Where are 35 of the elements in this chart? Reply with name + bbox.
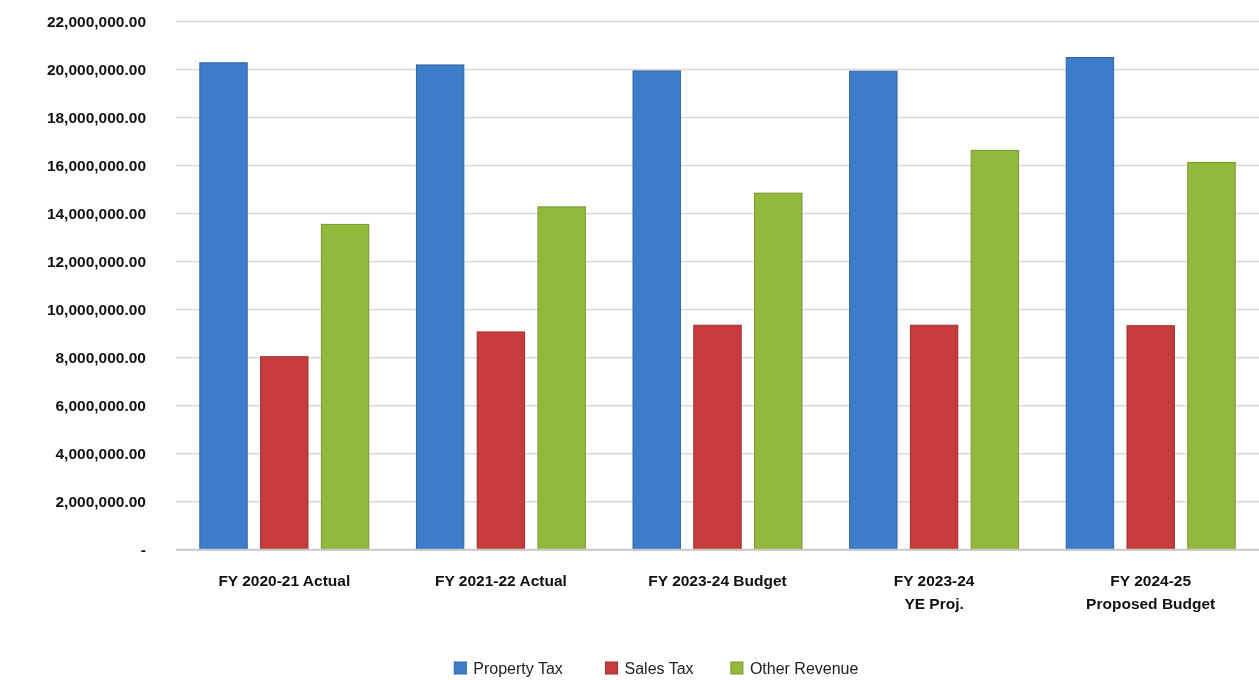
x-tick-label: FY 2023-24 YE Proj.: [893, 572, 975, 612]
legend-label: Property Tax: [473, 659, 563, 677]
y-tick-label: 4,000,000.00: [55, 445, 146, 463]
y-tick-label: 12,000,000.00: [46, 253, 146, 271]
bar: [1065, 57, 1115, 551]
y-tick-label: 8,000,000.00: [55, 349, 146, 367]
bar: [970, 149, 1020, 551]
bar: [632, 70, 681, 551]
y-tick-label: 2,000,000.00: [55, 493, 146, 511]
x-tick-label: FY 2021-22 Actual: [434, 572, 567, 590]
x-tick-label: FY 2020-21 Actual: [218, 572, 351, 590]
y-tick-label: 10,000,000.00: [46, 301, 146, 319]
bar: [1187, 161, 1236, 551]
y-tick-label: -: [140, 541, 146, 559]
y-tick-label: 6,000,000.00: [55, 397, 146, 415]
bar: [415, 64, 465, 551]
legend-label: Sales Tax: [624, 659, 694, 677]
y-tick-label: 16,000,000.00: [46, 156, 146, 174]
bar: [260, 356, 309, 551]
x-tick-label: FY 2023-24 Budget: [648, 572, 787, 590]
y-tick-label: 18,000,000.00: [46, 108, 146, 126]
y-tick-label: 22,000,000.00: [46, 12, 146, 30]
x-tick-label: FY 2024-25 Proposed Budget: [1086, 572, 1216, 612]
y-tick-label: 14,000,000.00: [46, 205, 146, 222]
bar: [754, 192, 803, 551]
bar: [693, 324, 742, 551]
bar: [320, 223, 370, 551]
bar: [537, 206, 586, 551]
bar: [476, 331, 526, 551]
bar: [849, 70, 898, 551]
bar: [199, 62, 248, 551]
y-tick-label: 20,000,000.00: [46, 60, 146, 78]
bar: [909, 324, 959, 551]
bar: [1126, 325, 1175, 551]
legend-label: Other Revenue: [749, 659, 859, 677]
